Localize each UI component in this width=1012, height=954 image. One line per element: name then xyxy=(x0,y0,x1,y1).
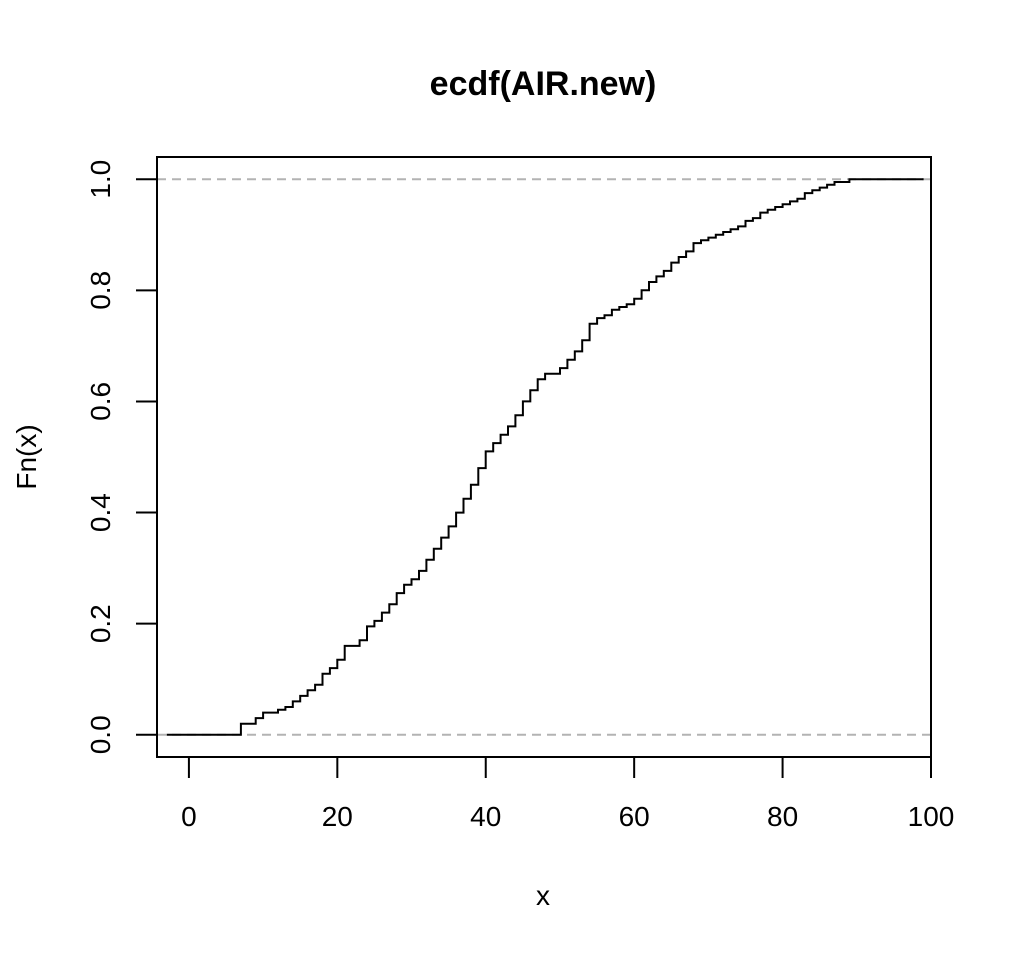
x-tick-label-3: 60 xyxy=(619,801,650,832)
y-axis-label: Fn(x) xyxy=(11,424,42,489)
y-tick-label-1: 0.2 xyxy=(85,604,116,643)
x-tick-label-2: 40 xyxy=(470,801,501,832)
y-tick-label-5: 1.0 xyxy=(85,160,116,199)
series-layer xyxy=(166,178,924,736)
y-tick-label-4: 0.8 xyxy=(85,271,116,310)
x-tick-label-0: 0 xyxy=(181,801,197,832)
reference-lines xyxy=(157,178,931,736)
x-tick-label-4: 80 xyxy=(767,801,798,832)
x-tick-label-1: 20 xyxy=(322,801,353,832)
x-tick-label-5: 100 xyxy=(908,801,955,832)
x-axis-label: x xyxy=(536,880,550,911)
x-axis: 0 20 40 60 80 100 xyxy=(181,756,955,832)
y-axis: 0.0 0.2 0.4 0.6 0.8 1.0 xyxy=(85,160,158,754)
y-tick-label-2: 0.4 xyxy=(85,493,116,532)
y-tick-label-3: 0.6 xyxy=(85,382,116,421)
chart-title: ecdf(AIR.new) xyxy=(430,65,657,103)
plot-frame xyxy=(156,156,932,758)
y-tick-label-0: 0.0 xyxy=(85,715,116,754)
ecdf-series-line-0 xyxy=(166,178,924,736)
